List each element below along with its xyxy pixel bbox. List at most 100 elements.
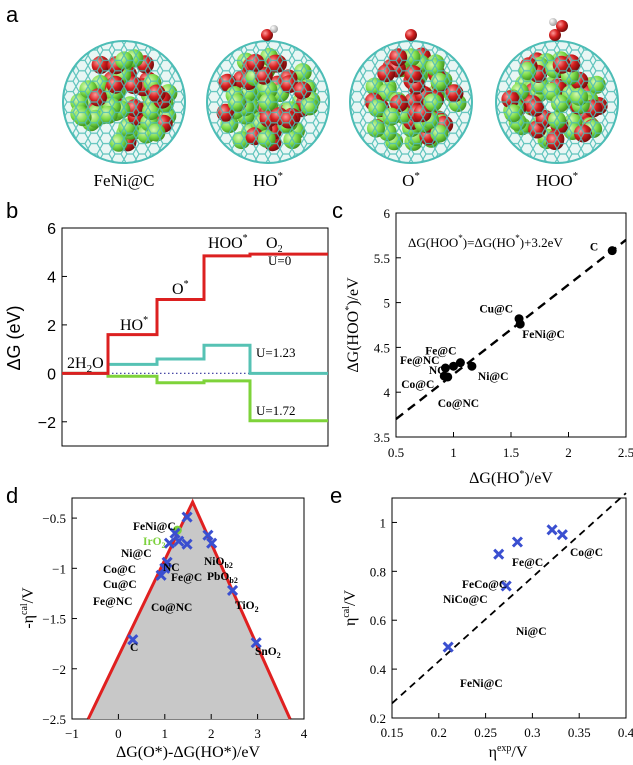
ytick-label: 4.5 <box>374 340 390 355</box>
label-hoo: HOO* <box>208 233 248 252</box>
label-fenic-d: FeNi@C <box>133 521 176 533</box>
xtick-label: 2 <box>208 726 215 741</box>
xtick-label: 1 <box>450 445 457 460</box>
caption-o: O* <box>402 170 420 190</box>
ytick-label: 4 <box>47 269 56 286</box>
ytick-label: 5 <box>384 296 391 311</box>
point-nicoc <box>493 548 505 560</box>
panel-c-annotation: ΔG(HOO*)=ΔG(HO*)+3.2eV <box>408 233 563 250</box>
ytick-label: −2 <box>38 415 56 432</box>
label-nic-d: Ni@C <box>121 548 152 560</box>
label-nicoc-e: NiCo@C <box>443 594 488 606</box>
point-fecoc <box>546 524 558 536</box>
label-ho: HO* <box>120 315 148 334</box>
point-fec <box>511 536 523 548</box>
panel-b-yticks: −2 0 2 4 6 <box>38 221 67 432</box>
panel-d-labels: FeNi@C IrO2 Ni@C Co@C Cu@C Fe@NC Co@NC N… <box>93 521 281 660</box>
carbon-cage <box>496 41 618 163</box>
cage-rim <box>206 40 330 164</box>
label-fenc-d: Fe@NC <box>93 596 132 608</box>
label-cuc-d: Cu@C <box>103 579 137 591</box>
xtick-label: 0.4 <box>618 725 633 740</box>
panel-e-axes <box>391 497 627 719</box>
panel-e-letter: e <box>330 483 342 508</box>
point-label: Fe@NC <box>400 355 439 367</box>
point-nic <box>467 361 477 371</box>
point-sno2 <box>250 637 262 649</box>
point-conc <box>159 562 171 574</box>
label-conc-d: Co@NC <box>151 602 192 614</box>
panel-c-letter: c <box>332 198 343 223</box>
panel-e-points <box>442 524 568 653</box>
volcano-line <box>86 498 292 720</box>
label-niob2: NiOb2 <box>204 556 233 570</box>
nanoparticle-2 <box>349 29 473 164</box>
panel-b-axes <box>61 227 329 447</box>
panel-c-ticks: 0.5 1 1.5 2 2.5 3.5 4 4.5 5 5.5 6 <box>374 206 633 460</box>
ytick-label: −1.5 <box>42 612 66 627</box>
nanoparticle-3 <box>495 18 619 164</box>
panel-c: c 0.5 1 1.5 2 2.5 3.5 4 4.5 5 5.5 6 C Cu@C FeNi@C Fe@… <box>332 198 633 487</box>
xtick-label: 0.25 <box>474 725 497 740</box>
o-atom <box>556 20 568 32</box>
panel-c-xlabel: ΔG(HO*)/eV <box>469 469 553 487</box>
ytick-label: 6 <box>384 206 391 221</box>
point-fenic <box>181 511 193 523</box>
label-o2: O2 <box>266 235 283 255</box>
point-label: Fe@C <box>425 346 456 358</box>
xtick-label: 0.15 <box>381 725 404 740</box>
h-atom <box>270 25 278 33</box>
panel-e-ticks: 0.15 0.2 0.25 0.3 0.35 0.40.20.40.60.81 <box>370 515 633 740</box>
o-atom <box>549 29 561 41</box>
point-label: Co@NC <box>438 398 479 410</box>
cage-rim <box>495 40 619 164</box>
series-u0 <box>62 252 328 375</box>
panel-c-fit-line <box>395 238 627 421</box>
panel-d-letter: d <box>6 483 18 508</box>
panel-b: b −2 0 2 4 6 ΔG (eV) 2H2O HO* O* HOO* O2 U=0… <box>4 198 329 447</box>
panel-d: d −1 0 1 2 3 4 −2.5 −2 −1.5 −1 −0.5 FeNi@C IrO2 Ni… <box>6 483 308 761</box>
o-atom <box>405 29 417 41</box>
ytick-label: −1 <box>52 561 66 576</box>
xtick-label: 3 <box>254 726 261 741</box>
label-nc-d: NC <box>163 562 180 574</box>
panel-e-fit-line <box>391 492 627 705</box>
point-label: C <box>590 242 598 254</box>
ytick-label: 0.2 <box>370 711 386 726</box>
caption-fenic: FeNi@C <box>94 171 155 190</box>
label-u0: U=0 <box>268 253 291 268</box>
panel-e: e 0.15 0.2 0.25 0.3 0.35 0.40.20.40.60.81 Fe@… <box>330 483 633 761</box>
xtick-label: 0.2 <box>431 725 447 740</box>
panel-a-letter: a <box>6 2 19 27</box>
ytick-label: 0.8 <box>370 564 386 579</box>
o-atom <box>261 29 273 41</box>
panel-d-xlabel: ΔG(O*)-ΔG(HO*)/eV <box>116 744 261 761</box>
xtick-label: 0.35 <box>568 725 591 740</box>
h-atom <box>549 18 557 26</box>
point-nc <box>449 361 458 371</box>
xtick-label: 1 <box>162 726 169 741</box>
point-pbob2 <box>206 537 218 549</box>
point-cuc <box>161 556 173 568</box>
ytick-label: 5.5 <box>374 251 390 266</box>
ytick-label: 6 <box>47 221 56 238</box>
label-u123: U=1.23 <box>256 345 295 360</box>
xtick-label: 2 <box>565 445 572 460</box>
point-label: Cu@C <box>479 304 513 316</box>
carbon-cage <box>350 41 472 163</box>
point-niob2 <box>202 529 214 541</box>
label-fenic-e: FeNi@C <box>460 678 503 690</box>
cage-rim <box>62 40 186 164</box>
ytick-label: 3.5 <box>374 430 390 445</box>
xtick-label: 0 <box>115 726 122 741</box>
caption-hoo: HOO* <box>536 170 578 190</box>
label-sno2: SnO2 <box>255 646 281 660</box>
panel-e-ylabel: ηcal/V <box>341 590 359 626</box>
xtick-label: 0.5 <box>388 445 404 460</box>
label-u172: U=1.72 <box>256 403 295 418</box>
label-coc-e: Co@C <box>570 547 603 559</box>
panel-d-ylabel: -ηcal/V <box>19 587 37 629</box>
label-fecoc-e: FeCo@C <box>462 579 507 591</box>
